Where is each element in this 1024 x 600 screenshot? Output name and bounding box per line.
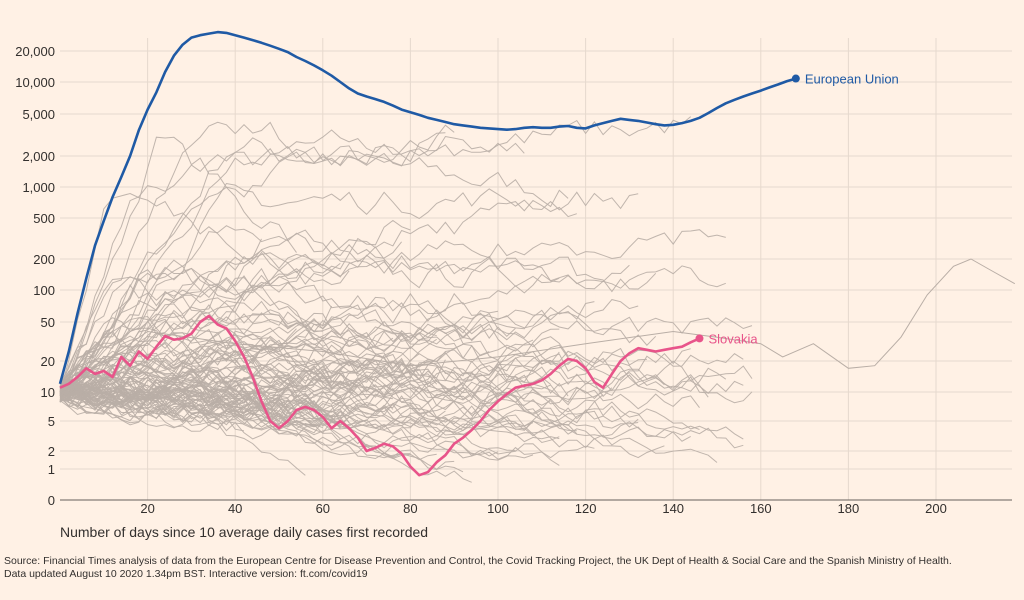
x-tick-label: 140 [662,501,684,516]
slovakia-label: Slovakia [708,331,758,346]
y-tick-label: 10 [41,385,55,400]
background-country-line [59,267,490,392]
y-tick-label: 5 [48,414,55,429]
background-country-line [59,264,630,400]
y-tick-label: 50 [41,315,55,330]
x-tick-label: 120 [575,501,597,516]
background-country-line [59,136,297,388]
y-tick-label: 0 [48,493,55,508]
background-country-line [59,365,358,409]
background-country-line [59,121,525,384]
background-country-line [59,378,718,463]
background-country-line [59,266,350,392]
background-country-line [59,338,569,399]
background-country-line [59,328,297,398]
chart-grid [60,38,1012,501]
background-country-line [59,370,499,457]
x-tick-label: 60 [316,501,330,516]
background-country-line [59,317,394,388]
background-country-line [59,199,577,388]
background-country-line [59,351,560,403]
background-country-line [59,383,639,428]
y-tick-label: 10,000 [15,75,55,90]
background-country-line [59,251,726,395]
y-tick-label: 500 [33,211,55,226]
background-country-line [59,380,332,408]
source-note: Source: Financial Times analysis of data… [4,555,952,567]
y-tick-label: 200 [33,252,55,267]
slovakia-end-dot [695,334,704,343]
highlighted-series: European Union Slovakia [58,30,899,477]
background-country-line [59,400,691,442]
slovakia-line [59,314,701,477]
background-country-line [59,182,639,387]
background-country-line [59,305,333,401]
background-country-line [59,132,446,392]
background-country-line [59,384,455,470]
update-note: Data updated August 10 2020 1.34pm BST. … [4,568,368,580]
european-union-label: European Union [805,72,899,87]
x-tick-label: 100 [487,501,509,516]
background-country-line [59,192,341,393]
x-tick-label: 160 [750,501,772,516]
background-country-line [59,345,639,429]
background-country-line [59,344,569,417]
background-country-line [59,267,647,393]
y-tick-label: 20,000 [15,44,55,59]
y-tick-label: 5,000 [22,107,55,122]
y-tick-label: 20 [41,354,55,369]
background-country-line [59,337,376,402]
background-country-line [59,390,245,413]
x-tick-label: 180 [838,501,860,516]
background-country-line [59,394,446,426]
background-country-line [59,124,455,394]
european-union-end-dot [791,74,800,83]
x-tick-label: 200 [925,501,947,516]
background-country-line [59,370,359,419]
x-axis-ticks: 20 40 60 80 100 120 140 160 180 200 [140,501,946,516]
x-tick-label: 20 [140,501,154,516]
footer: Source: Financial Times analysis of data… [4,555,1020,581]
background-country-lines [59,116,1016,483]
y-tick-label: 1,000 [22,180,55,195]
background-country-line [59,352,560,466]
y-tick-label: 2 [48,444,55,459]
background-country-line [59,369,551,419]
background-country-line [59,394,595,461]
background-country-line [59,376,315,401]
background-country-line [59,352,744,449]
background-country-line [59,229,726,391]
european-union-line [58,30,797,385]
y-tick-label: 100 [33,283,55,298]
background-country-line [59,225,657,387]
background-country-line [59,389,245,432]
background-country-line [59,360,578,435]
background-country-line [59,258,1016,393]
y-axis-ticks: 0 1 2 5 10 20 50 100 200 500 1,000 2,000 5,000 10,000… [15,44,55,508]
background-country-line [59,265,657,382]
x-tick-label: 80 [403,501,417,516]
background-country-line [59,328,560,402]
background-country-line [59,323,534,404]
chart: European Union Slovakia 0 1 2 5 10 20 50 100 200 5… [15,30,1016,540]
background-country-line [59,394,359,427]
x-axis-label: Number of days since 10 average daily ca… [60,524,428,540]
y-tick-label: 1 [48,462,55,477]
x-tick-label: 40 [228,501,242,516]
background-country-line [59,384,455,421]
y-tick-label: 2,000 [22,149,55,164]
